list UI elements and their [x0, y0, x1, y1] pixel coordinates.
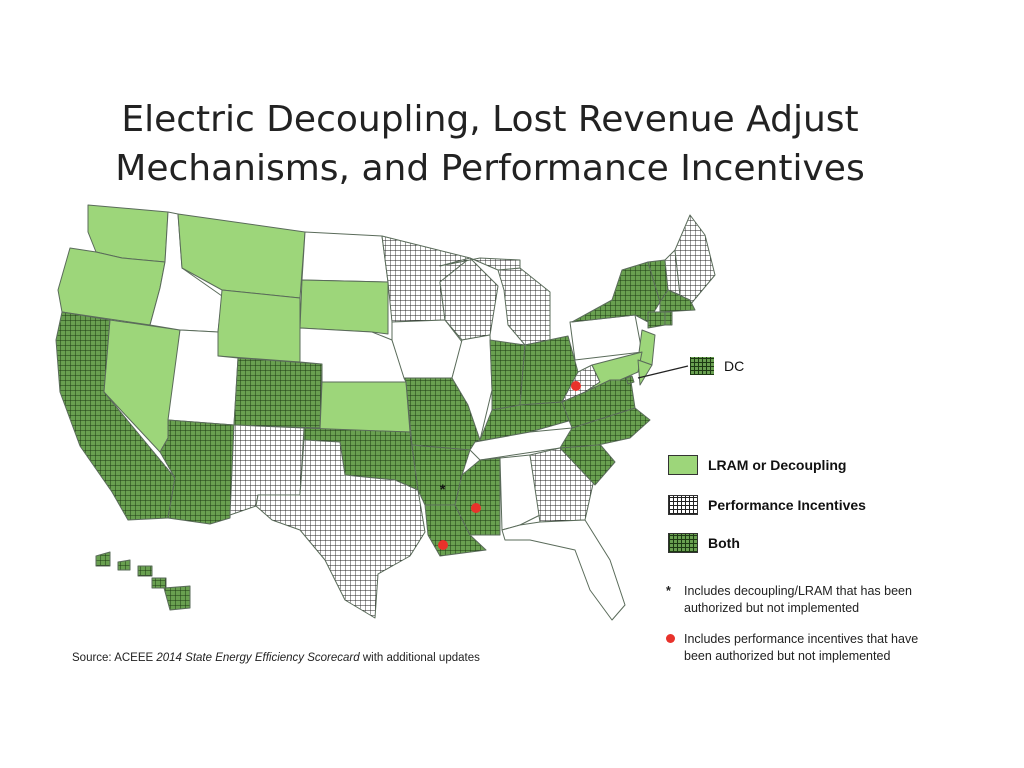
- source-note: Source: ACEEE 2014 State Energy Efficien…: [72, 652, 480, 664]
- red-dot-marker-ms: [471, 503, 481, 513]
- state-ct: [647, 311, 666, 329]
- legend-lram-swatch: [668, 455, 698, 475]
- dc-label: DC: [724, 358, 745, 374]
- state-mi-part-1: [497, 267, 551, 346]
- note-asterisk-line-1: Includes decoupling/LRAM that has been: [684, 584, 912, 598]
- asterisk-marker-ar: *: [440, 481, 446, 497]
- map-title-line-1: Electric Decoupling, Lost Revenue Adjust: [121, 99, 859, 140]
- state-ia: [391, 319, 463, 379]
- state-pa: [569, 314, 643, 361]
- state-al: [499, 454, 541, 531]
- state-hi-part-5: [163, 585, 191, 611]
- state-co: [233, 357, 323, 429]
- dc-leader-line: [637, 365, 689, 379]
- map-title-line-2: Mechanisms, and Performance Incentives: [115, 148, 865, 189]
- legend-perf-label: Performance Incentives: [708, 497, 866, 513]
- note-asterisk-line-2: authorized but not implemented: [684, 601, 860, 615]
- state-az: [159, 419, 235, 525]
- source-prefix: Source: ACEEE: [72, 652, 157, 664]
- state-hi-part-3: [137, 565, 153, 577]
- note-dot-line-1: Includes performance incentives that hav…: [684, 632, 919, 646]
- state-in: [489, 339, 526, 411]
- legend-both-swatch: [668, 533, 698, 553]
- state-hi-part-2: [117, 559, 131, 571]
- state-fl: [501, 519, 626, 621]
- state-ms: [454, 457, 501, 536]
- red-dot-icon: [666, 634, 675, 643]
- state-de: [637, 359, 653, 386]
- state-hi-part-4: [151, 577, 167, 589]
- legend-both-label: Both: [708, 535, 740, 551]
- state-tx: [255, 439, 426, 619]
- state-wy: [217, 289, 301, 363]
- state-dc: [625, 375, 635, 385]
- state-mi-part-2: [439, 257, 521, 271]
- state-sd: [299, 279, 389, 335]
- state-nd: [301, 231, 389, 283]
- red-dot-marker-wv: [571, 381, 581, 391]
- legend-perf-swatch: [668, 495, 698, 515]
- source-suffix: with additional updates: [359, 652, 480, 664]
- dc-swatch: [690, 357, 714, 375]
- states-layer: [55, 204, 716, 621]
- legend-perf: Performance Incentives: [668, 495, 866, 515]
- asterisk-mark: *: [666, 584, 671, 598]
- note-dot-line-2: been authorized but not implemented: [684, 649, 891, 663]
- state-ny: [571, 261, 661, 323]
- state-hi-part-1: [95, 551, 111, 567]
- state-me: [674, 214, 716, 306]
- note-red-dot: Includes performance incentives that hav…: [666, 631, 919, 665]
- legend-lram: LRAM or Decoupling: [668, 455, 846, 475]
- state-ks: [319, 381, 411, 433]
- state-ri: [664, 311, 673, 326]
- red-dot-marker-la: [438, 540, 448, 550]
- note-asterisk: * Includes decoupling/LRAM that has been…: [666, 583, 912, 617]
- legend-both: Both: [668, 533, 740, 553]
- legend-lram-label: LRAM or Decoupling: [708, 457, 847, 473]
- source-italic: 2014 State Energy Efficiency Scorecard: [156, 652, 360, 664]
- state-ma: [659, 289, 696, 313]
- marks-layer: *: [438, 381, 581, 550]
